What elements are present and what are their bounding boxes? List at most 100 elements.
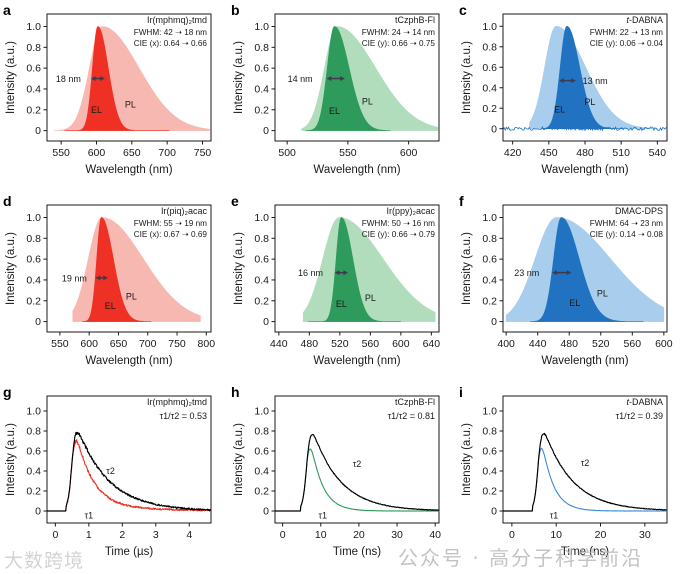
x-tick-label: 40: [429, 529, 441, 541]
y-tick-label: 0.4: [254, 466, 269, 478]
el-label: EL: [105, 301, 116, 311]
x-tick-label: 750: [168, 338, 186, 350]
pl-spectrum-curve: [505, 217, 665, 322]
cie-annotation: CIE (x): 0.67 ➝ 0.69: [134, 230, 208, 239]
y-tick-label: 1.0: [254, 21, 269, 33]
plot-frame: [46, 395, 212, 524]
x-axis-title: Time (ns): [561, 546, 609, 558]
x-tick-label: 500: [278, 147, 296, 159]
y-tick-label: 0.8: [482, 426, 497, 438]
x-tick-label: 560: [624, 338, 642, 350]
panel-label-h: h: [231, 384, 240, 400]
x-tick-label: 30: [391, 529, 403, 541]
compound-label: Ir(mphmq)₂tmd: [147, 15, 207, 25]
el-spectrum-curve: [529, 217, 644, 322]
fwhm-annotation: FWHM: 64 ➝ 23 nm: [590, 219, 663, 228]
x-axis-title: Time (ns): [333, 546, 381, 558]
x-tick-label: 520: [592, 338, 610, 350]
fwhm-marker-label: 16 nm: [298, 268, 323, 278]
y-tick-label: 1.0: [482, 406, 497, 418]
x-tick-label: 480: [301, 338, 319, 350]
panel-label-a: a: [3, 2, 11, 18]
x-tick-label: 10: [315, 529, 327, 541]
fwhm-annotation: FWHM: 42 ➝ 18 nm: [134, 28, 207, 37]
x-tick-label: 1: [86, 529, 92, 541]
y-tick-label: 1.0: [26, 212, 41, 224]
y-axis-title: Intensity (a.u.): [461, 232, 473, 305]
plot-frame: [274, 395, 440, 524]
x-tick-label: 560: [362, 338, 380, 350]
pl-label: PL: [365, 293, 376, 303]
x-axis-title: Wavelength (nm): [541, 164, 628, 176]
y-tick-label: 0.4: [254, 84, 269, 96]
y-axis-title: Intensity (a.u.): [461, 423, 473, 496]
y-axis-title: Intensity (a.u.): [233, 41, 245, 114]
fwhm-annotation: FWHM: 22 ➝ 13 nm: [590, 28, 663, 37]
y-tick-label: 0.4: [26, 84, 41, 96]
x-tick-label: 0: [280, 529, 286, 541]
decay-curve-tau2: [46, 431, 212, 512]
y-tick-label: 0.4: [26, 275, 41, 287]
y-tick-label: 0.8: [482, 41, 497, 53]
fwhm-marker: [559, 77, 576, 84]
y-tick-label: 1.0: [26, 21, 41, 33]
fwhm-annotation: FWHM: 50 ➝ 16 nm: [362, 219, 435, 228]
y-tick-label: 0: [263, 316, 269, 328]
x-tick-label: 600: [392, 338, 410, 350]
x-tick-label: 520: [331, 338, 349, 350]
y-tick-label: 0.4: [254, 275, 269, 287]
plot-frame: [502, 204, 668, 333]
fwhm-marker: [91, 75, 105, 82]
y-axis-title: Intensity (a.u.): [5, 232, 17, 305]
plot-h: 0 0.2 0.4 0.6 0.8 1.0 0 10 20 30 40 Time (ns) Intens…: [233, 395, 441, 558]
el-spectrum-curve: [307, 217, 401, 322]
el-spectrum-curve: [305, 26, 391, 131]
panel-d: d 0 0.2 0.4 0.6 0.8 1.0 550 600 650 700 750 800 Wavel…: [0, 191, 228, 382]
plot-frame: [502, 395, 668, 524]
y-tick-label: 0.6: [254, 254, 269, 266]
y-tick-label: 0: [35, 506, 41, 518]
y-tick-label: 0.6: [482, 254, 497, 266]
x-tick-label: 550: [339, 147, 357, 159]
ratio-annotation: τ1/τ2 = 0.39: [616, 411, 663, 421]
y-tick-label: 0.4: [482, 466, 497, 478]
y-tick-label: 0: [491, 123, 497, 135]
tau1-label: τ1: [85, 511, 94, 521]
x-tick-label: 400: [497, 338, 515, 350]
plot-g: 0 0.2 0.4 0.6 0.8 1.0 0 1 2 3 4 Time (µs) Intensity …: [5, 395, 212, 558]
y-tick-label: 0.8: [26, 426, 41, 438]
tau2-label: τ2: [581, 458, 590, 468]
fwhm-marker: [335, 270, 348, 276]
y-tick-label: 0: [35, 125, 41, 137]
y-axis-title: Intensity (a.u.): [5, 423, 17, 496]
y-tick-label: 0.8: [482, 233, 497, 245]
pl-label: PL: [597, 289, 608, 299]
x-tick-label: 30: [639, 529, 651, 541]
el-label: EL: [91, 105, 102, 115]
compound-label: Ir(piq)₂acac: [161, 206, 208, 216]
y-tick-label: 0: [35, 316, 41, 328]
x-tick-label: 420: [504, 147, 522, 159]
panel-label-g: g: [3, 384, 12, 400]
panel-a: a 0 0.2 0.4 0.6 0.8 1.0 550 600 650 700 750 Waveleng…: [0, 0, 228, 191]
panel-label-b: b: [231, 2, 240, 18]
x-tick-label: 640: [423, 338, 441, 350]
x-tick-label: 700: [139, 338, 157, 350]
panel-c: c 0 0.2 0.4 0.6 0.8 1.0 420 450 480 510 540 Waveleng…: [456, 0, 684, 191]
y-tick-label: 1.0: [254, 212, 269, 224]
x-tick-label: 600: [400, 147, 418, 159]
y-axis-title: Intensity (a.u.): [461, 41, 473, 114]
x-tick-label: 650: [110, 338, 128, 350]
x-tick-label: 20: [353, 529, 365, 541]
x-tick-label: 700: [158, 147, 176, 159]
x-tick-label: 3: [153, 529, 159, 541]
y-tick-label: 0: [491, 316, 497, 328]
fwhm-marker-label: 18 nm: [56, 74, 81, 84]
compound-label: tCzphB-Fl: [395, 397, 435, 407]
y-tick-label: 0.8: [254, 426, 269, 438]
y-tick-label: 1.0: [482, 212, 497, 224]
panel-h: h 0 0.2 0.4 0.6 0.8 1.0 0 10 20 30 40 Time (ns) Inten…: [228, 382, 456, 573]
fwhm-marker-label: 19 nm: [62, 273, 87, 283]
y-tick-label: 1.0: [26, 406, 41, 418]
